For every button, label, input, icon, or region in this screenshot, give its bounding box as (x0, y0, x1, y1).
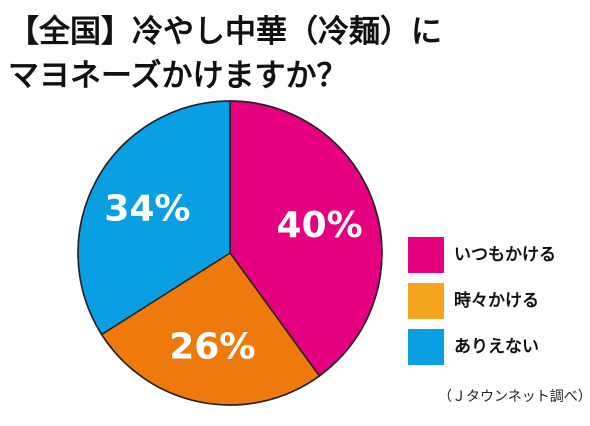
pie-label-never: 34% (104, 189, 190, 230)
legend-label-sometimes: 時々かける (454, 291, 539, 311)
chart-title: 【全国】冷やし中華（冷麺）に マヨネーズかけますか？ (8, 10, 442, 98)
chart-title-line1: 【全国】冷やし中華（冷麺）に (8, 14, 442, 50)
chart-title-line2: マヨネーズかけますか？ (8, 58, 348, 94)
source-note: （Ｊタウンネット調べ） (438, 389, 590, 405)
pie-outline (77, 100, 383, 406)
pie-label-always: 40% (277, 205, 363, 246)
legend-swatch-never (408, 329, 444, 365)
legend-swatch-always (408, 237, 444, 273)
legend-swatch-sometimes (408, 283, 444, 319)
legend-label-always: いつもかける (454, 245, 556, 265)
pie-label-sometimes: 26% (169, 327, 255, 368)
legend-label-never: ありえない (454, 337, 539, 357)
